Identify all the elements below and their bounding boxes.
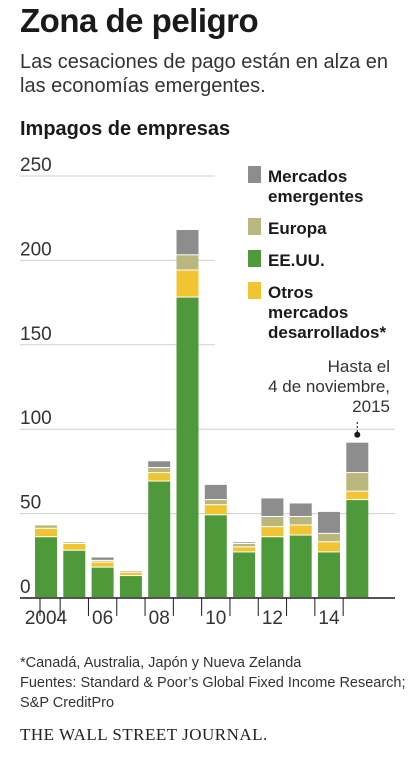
legend-label: emergentes: [268, 187, 363, 206]
footnote: *Canadá, Australia, Japón y Nueva Zeland…: [20, 653, 415, 713]
bar-segment: [261, 537, 284, 597]
bar-segment: [289, 535, 312, 597]
bar-segment: [119, 576, 142, 597]
legend-label: Otros: [268, 283, 313, 302]
y-tick-label: 250: [20, 155, 52, 176]
legend-label: Mercados: [268, 167, 347, 186]
bar-segment: [63, 550, 86, 597]
y-tick-label: 100: [20, 408, 52, 429]
annotation-text: 4 de noviembre,: [268, 377, 390, 396]
bar-segment: [233, 552, 256, 597]
x-tick-label: 08: [149, 608, 170, 629]
bar-segment: [91, 557, 114, 560]
bar-segment: [318, 542, 340, 552]
x-tick-label: 10: [205, 608, 226, 629]
footnote-text: *Canadá, Australia, Japón y Nueva Zeland…: [20, 655, 302, 671]
bar-segment: [35, 537, 57, 597]
bar-segment: [261, 516, 284, 527]
y-tick-label: 0: [20, 577, 31, 598]
annotation-text: Hasta el: [328, 357, 390, 376]
annotation-dot: [354, 431, 361, 438]
bar-segment: [148, 481, 171, 597]
bar-segment: [91, 560, 114, 562]
x-tick-label: 06: [92, 608, 113, 629]
sources-text: Fuentes: Standard & Poor’s Global Fixed …: [20, 675, 406, 711]
page-subtitle: Las cesaciones de pago están en alza en …: [20, 51, 389, 97]
chart-title: Impagos de empresas: [20, 118, 231, 140]
bar-segment: [148, 461, 171, 468]
legend-label: desarrollados*: [268, 323, 386, 342]
page-title: Zona de peligro: [20, 2, 259, 39]
legend-label: mercados: [268, 303, 348, 322]
bar-segment: [318, 552, 340, 597]
bar-segment: [289, 516, 312, 525]
bar-segment: [261, 498, 284, 516]
bar-segment: [35, 525, 57, 528]
bar-segment: [261, 527, 284, 537]
legend-label: EE.UU.: [268, 251, 325, 270]
stacked-bar-chart: 0 50 100 150 200 250 2004 06 08 10 12 14 Mercadoseme…: [20, 155, 395, 629]
y-tick-label: 150: [20, 324, 52, 345]
bar-segment: [176, 270, 199, 297]
bar-segment: [204, 484, 227, 500]
legend-label: Europa: [268, 219, 327, 238]
bar-segment: [318, 533, 340, 542]
bar-segment: [176, 230, 199, 255]
bar-segment: [148, 468, 171, 473]
bar-segment: [204, 500, 227, 505]
bar-segment: [204, 515, 227, 597]
bar-segment: [318, 511, 340, 533]
bar-segment: [176, 255, 199, 270]
y-tick-label: 50: [20, 493, 41, 514]
x-tick-label: 14: [318, 608, 340, 629]
bar-segment: [148, 473, 171, 481]
annotation-text: 2015: [352, 397, 390, 416]
bar-segment: [63, 542, 86, 543]
bar-segment: [204, 505, 227, 515]
legend-swatch: [248, 218, 261, 235]
legend-swatch: [248, 166, 261, 183]
bar-segment: [289, 525, 312, 535]
bar-segment: [346, 500, 369, 597]
bar-segment: [346, 491, 369, 500]
legend-swatch: [248, 282, 261, 299]
bar-segment: [176, 297, 199, 597]
bar-segment: [289, 503, 312, 516]
publisher-logo: THE WALL STREET JOURNAL.: [20, 725, 268, 744]
bar-segment: [233, 543, 256, 547]
bar-segment: [233, 547, 256, 552]
bar-segment: [63, 543, 86, 550]
legend-swatch: [248, 250, 261, 267]
bar-segment: [346, 473, 369, 491]
bar-segment: [233, 542, 256, 543]
y-tick-label: 200: [20, 239, 52, 260]
bar-segment: [119, 572, 142, 576]
x-tick-label: 12: [262, 608, 283, 629]
bar-segment: [346, 442, 369, 473]
bar-segment: [91, 562, 114, 567]
bar-segment: [91, 567, 114, 597]
bar-segment: [35, 528, 57, 537]
x-tick-label: 2004: [25, 608, 68, 629]
bar-segment: [119, 570, 142, 572]
